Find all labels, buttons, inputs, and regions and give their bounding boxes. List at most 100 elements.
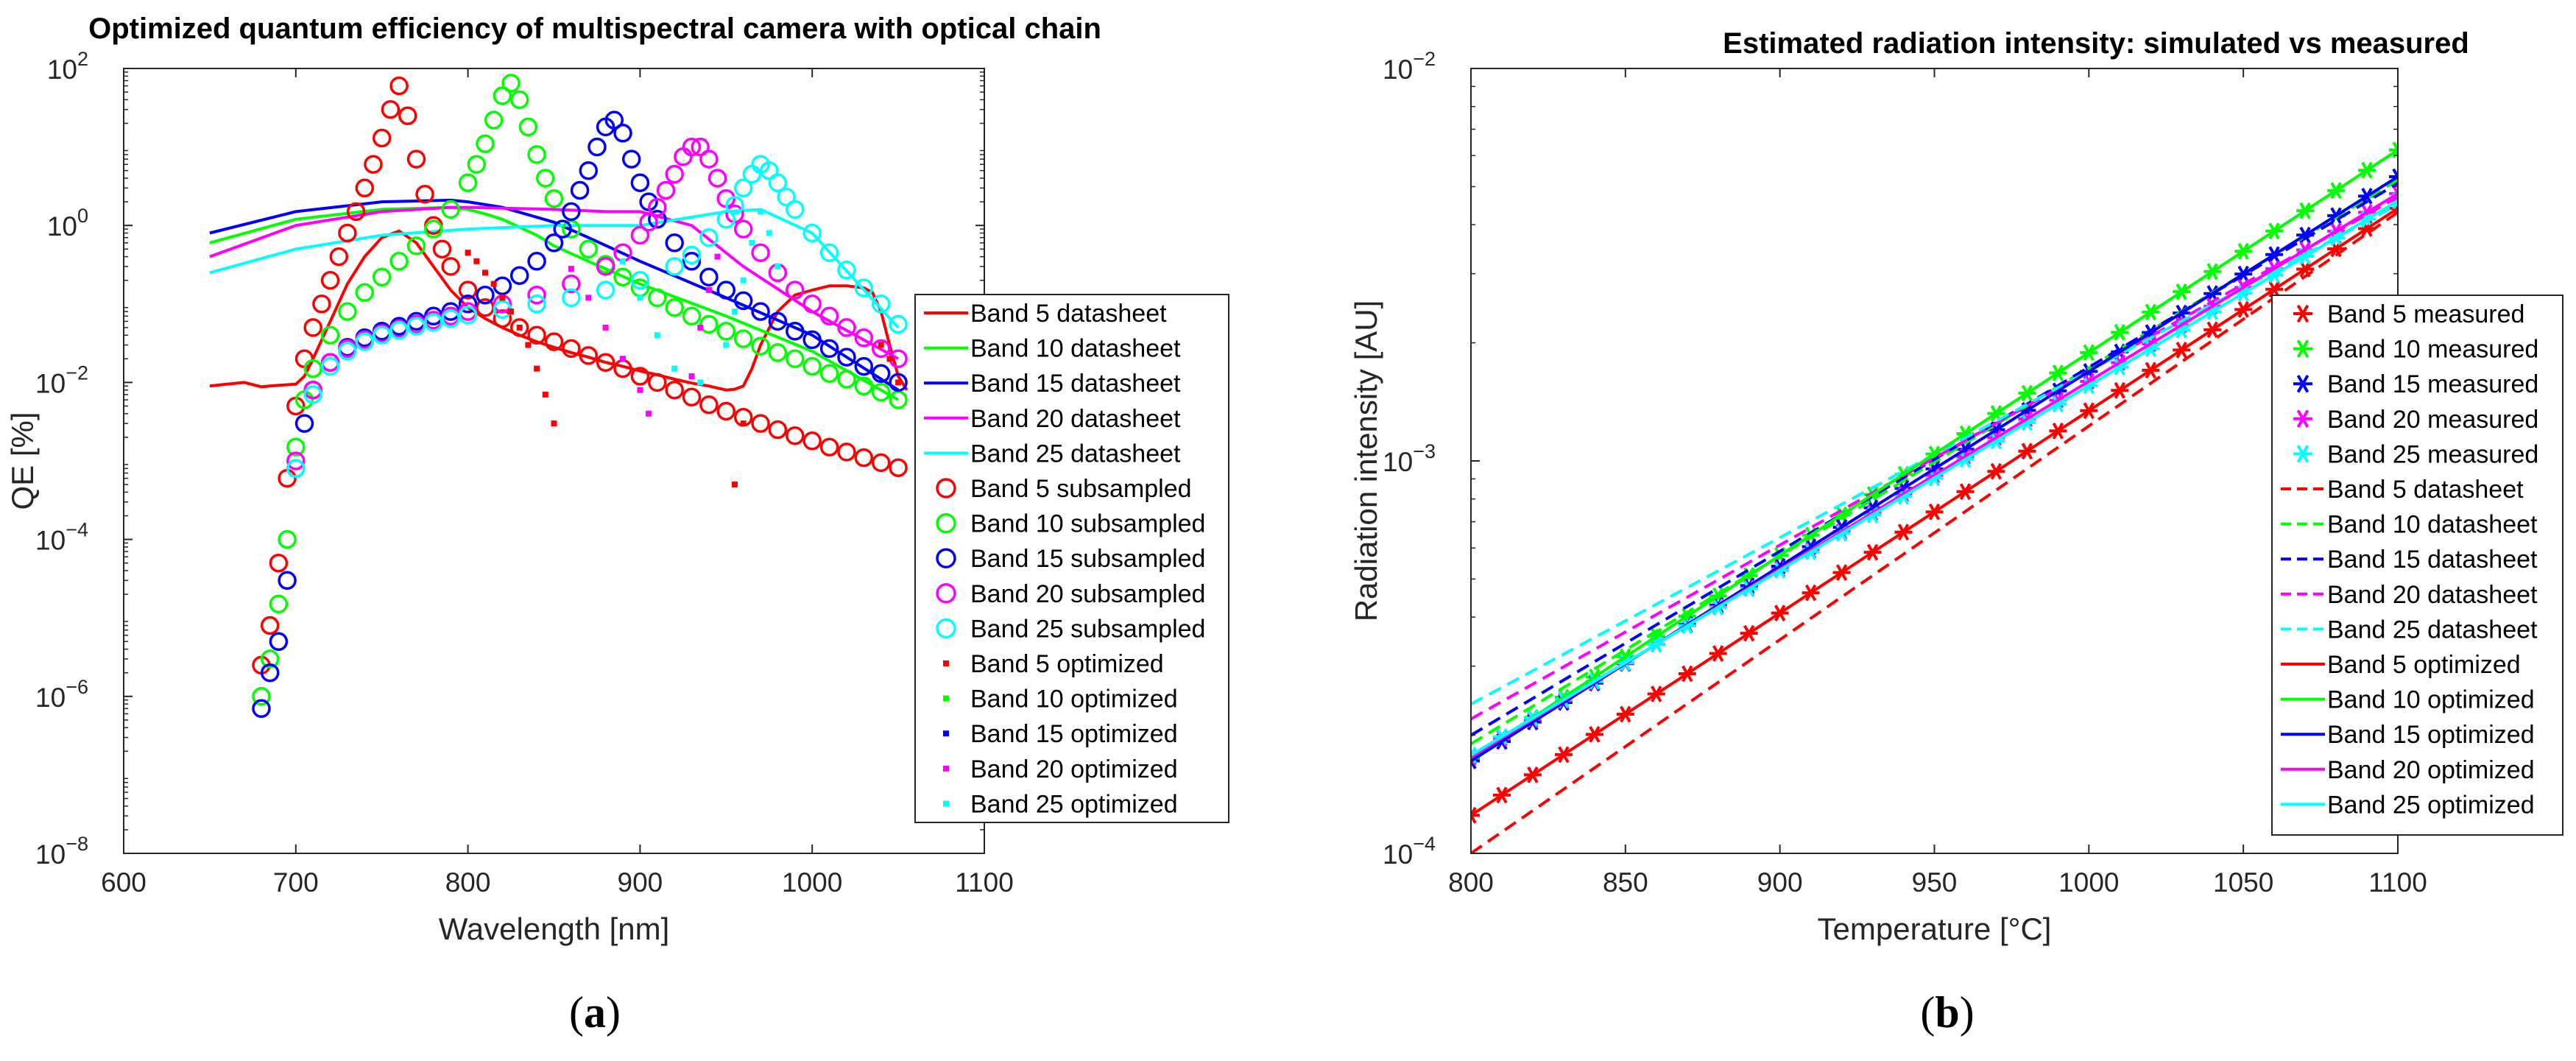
star-stroke: [2296, 445, 2309, 463]
data-point: [493, 309, 512, 328]
data-point: [372, 267, 392, 287]
data-point: [286, 437, 306, 457]
caption-paren-open: (: [1920, 988, 1935, 1037]
star-stroke: [2296, 304, 2309, 323]
star-stroke: [2296, 409, 2309, 429]
panel-a-chart: 600 700 800 900 1000 110010−810−610−410−21001…: [5, 13, 1229, 1037]
data-point: [570, 180, 590, 200]
data-point: [544, 188, 564, 208]
series-line: [1471, 178, 2398, 746]
data-point: [802, 295, 822, 314]
data-point: [749, 239, 755, 246]
y-axis-label: Radiation intensity [AU]: [1349, 300, 1383, 622]
data-point: [278, 571, 297, 591]
legend-item: Band 5 optimized: [943, 650, 1164, 678]
legend-item: Band 10 subsampled: [936, 510, 1205, 538]
legend-item: Band 10 datasheet: [924, 335, 1181, 363]
data-point: [854, 356, 874, 376]
legend-label: Band 10 optimized: [2327, 686, 2535, 714]
legend-label: Band 5 optimized: [2327, 651, 2521, 679]
data-point: [329, 247, 349, 267]
data-point: [476, 134, 495, 153]
x-tick-label: 1100: [955, 867, 1014, 898]
legend-label: Band 20 optimized: [2327, 756, 2535, 784]
y-tick-label: 10−3: [1383, 440, 1436, 477]
series-band10-optimized: [1471, 149, 2398, 760]
data-point: [656, 180, 676, 200]
legend-item: Band 20 datasheet: [924, 405, 1181, 433]
series-band5-optimized: [465, 250, 902, 488]
data-point: [740, 420, 747, 427]
data-point: [768, 343, 788, 362]
chart-title: Estimated radiation intensity: simulated…: [1723, 27, 2469, 60]
data-point: [751, 243, 770, 262]
x-tick-label: 600: [101, 867, 147, 898]
data-point: [551, 420, 557, 427]
legend-swatch-dot: [943, 765, 949, 772]
data-point: [895, 379, 902, 386]
series-band5-datasheet: [209, 229, 908, 392]
legend-swatch-star: [2293, 409, 2312, 429]
data-point: [854, 376, 874, 396]
caption-paren-open: (: [569, 988, 584, 1037]
data-point: [320, 270, 340, 290]
data-point: [786, 349, 805, 369]
data-point: [518, 117, 538, 137]
y-tick-label-exponent: 0: [77, 205, 88, 227]
data-point: [260, 663, 280, 683]
data-point: [871, 339, 891, 359]
panel-caption: (a): [569, 988, 621, 1037]
data-point: [346, 202, 366, 222]
data-point: [768, 420, 788, 440]
x-tick-label: 1100: [2368, 867, 2427, 898]
data-point: [665, 257, 684, 276]
data-point: [527, 145, 546, 164]
x-tick-label: 800: [445, 867, 491, 898]
data-point: [819, 339, 839, 359]
legend-item: Band 10 optimized: [2281, 686, 2535, 714]
series-line: [1471, 207, 2398, 817]
data-point: [733, 329, 753, 348]
legend-label: Band 25 optimized: [970, 790, 1178, 818]
legend-label: Band 20 measured: [2327, 406, 2538, 434]
data-point: [613, 124, 632, 143]
data-point: [688, 373, 695, 379]
data-point: [355, 332, 375, 351]
data-point: [260, 649, 280, 669]
legend-swatch-star: [2293, 445, 2312, 463]
data-point: [707, 169, 727, 188]
data-point: [286, 459, 306, 479]
data-point: [699, 267, 719, 287]
y-tick-label: 10−2: [35, 362, 88, 398]
series-line: [1471, 200, 2398, 757]
legend-label: Band 15 optimized: [970, 720, 1178, 748]
data-point: [372, 325, 392, 345]
y-tick-label-base: 10: [47, 54, 77, 85]
x-tick-label: 1000: [782, 867, 842, 898]
data-point: [613, 267, 632, 287]
data-point: [525, 342, 532, 348]
y-tick-label-base: 10: [35, 683, 66, 713]
series-line: [209, 229, 908, 392]
series-band10-datasheet: [1471, 178, 2398, 746]
data-point: [886, 356, 893, 362]
y-axis-label: QE [%]: [5, 412, 40, 510]
data-point: [493, 86, 512, 105]
data-point: [889, 373, 908, 392]
data-point: [766, 230, 772, 236]
series-line: [1471, 211, 2398, 853]
x-tick-label: 850: [1603, 867, 1648, 898]
star-stroke: [2392, 168, 2398, 186]
x-tick-label: 950: [1912, 867, 1958, 898]
legend-label: Band 15 subsampled: [970, 545, 1205, 573]
y-tick-label: 10−8: [35, 833, 88, 870]
data-point: [527, 252, 546, 271]
series-band10-subsampled: [252, 74, 908, 706]
legend-item: Band 5 datasheet: [2281, 476, 2524, 504]
legend-label: Band 15 datasheet: [2327, 546, 2538, 574]
data-point: [889, 458, 908, 477]
legend-label: Band 25 optimized: [2327, 791, 2535, 819]
data-point: [751, 336, 770, 356]
